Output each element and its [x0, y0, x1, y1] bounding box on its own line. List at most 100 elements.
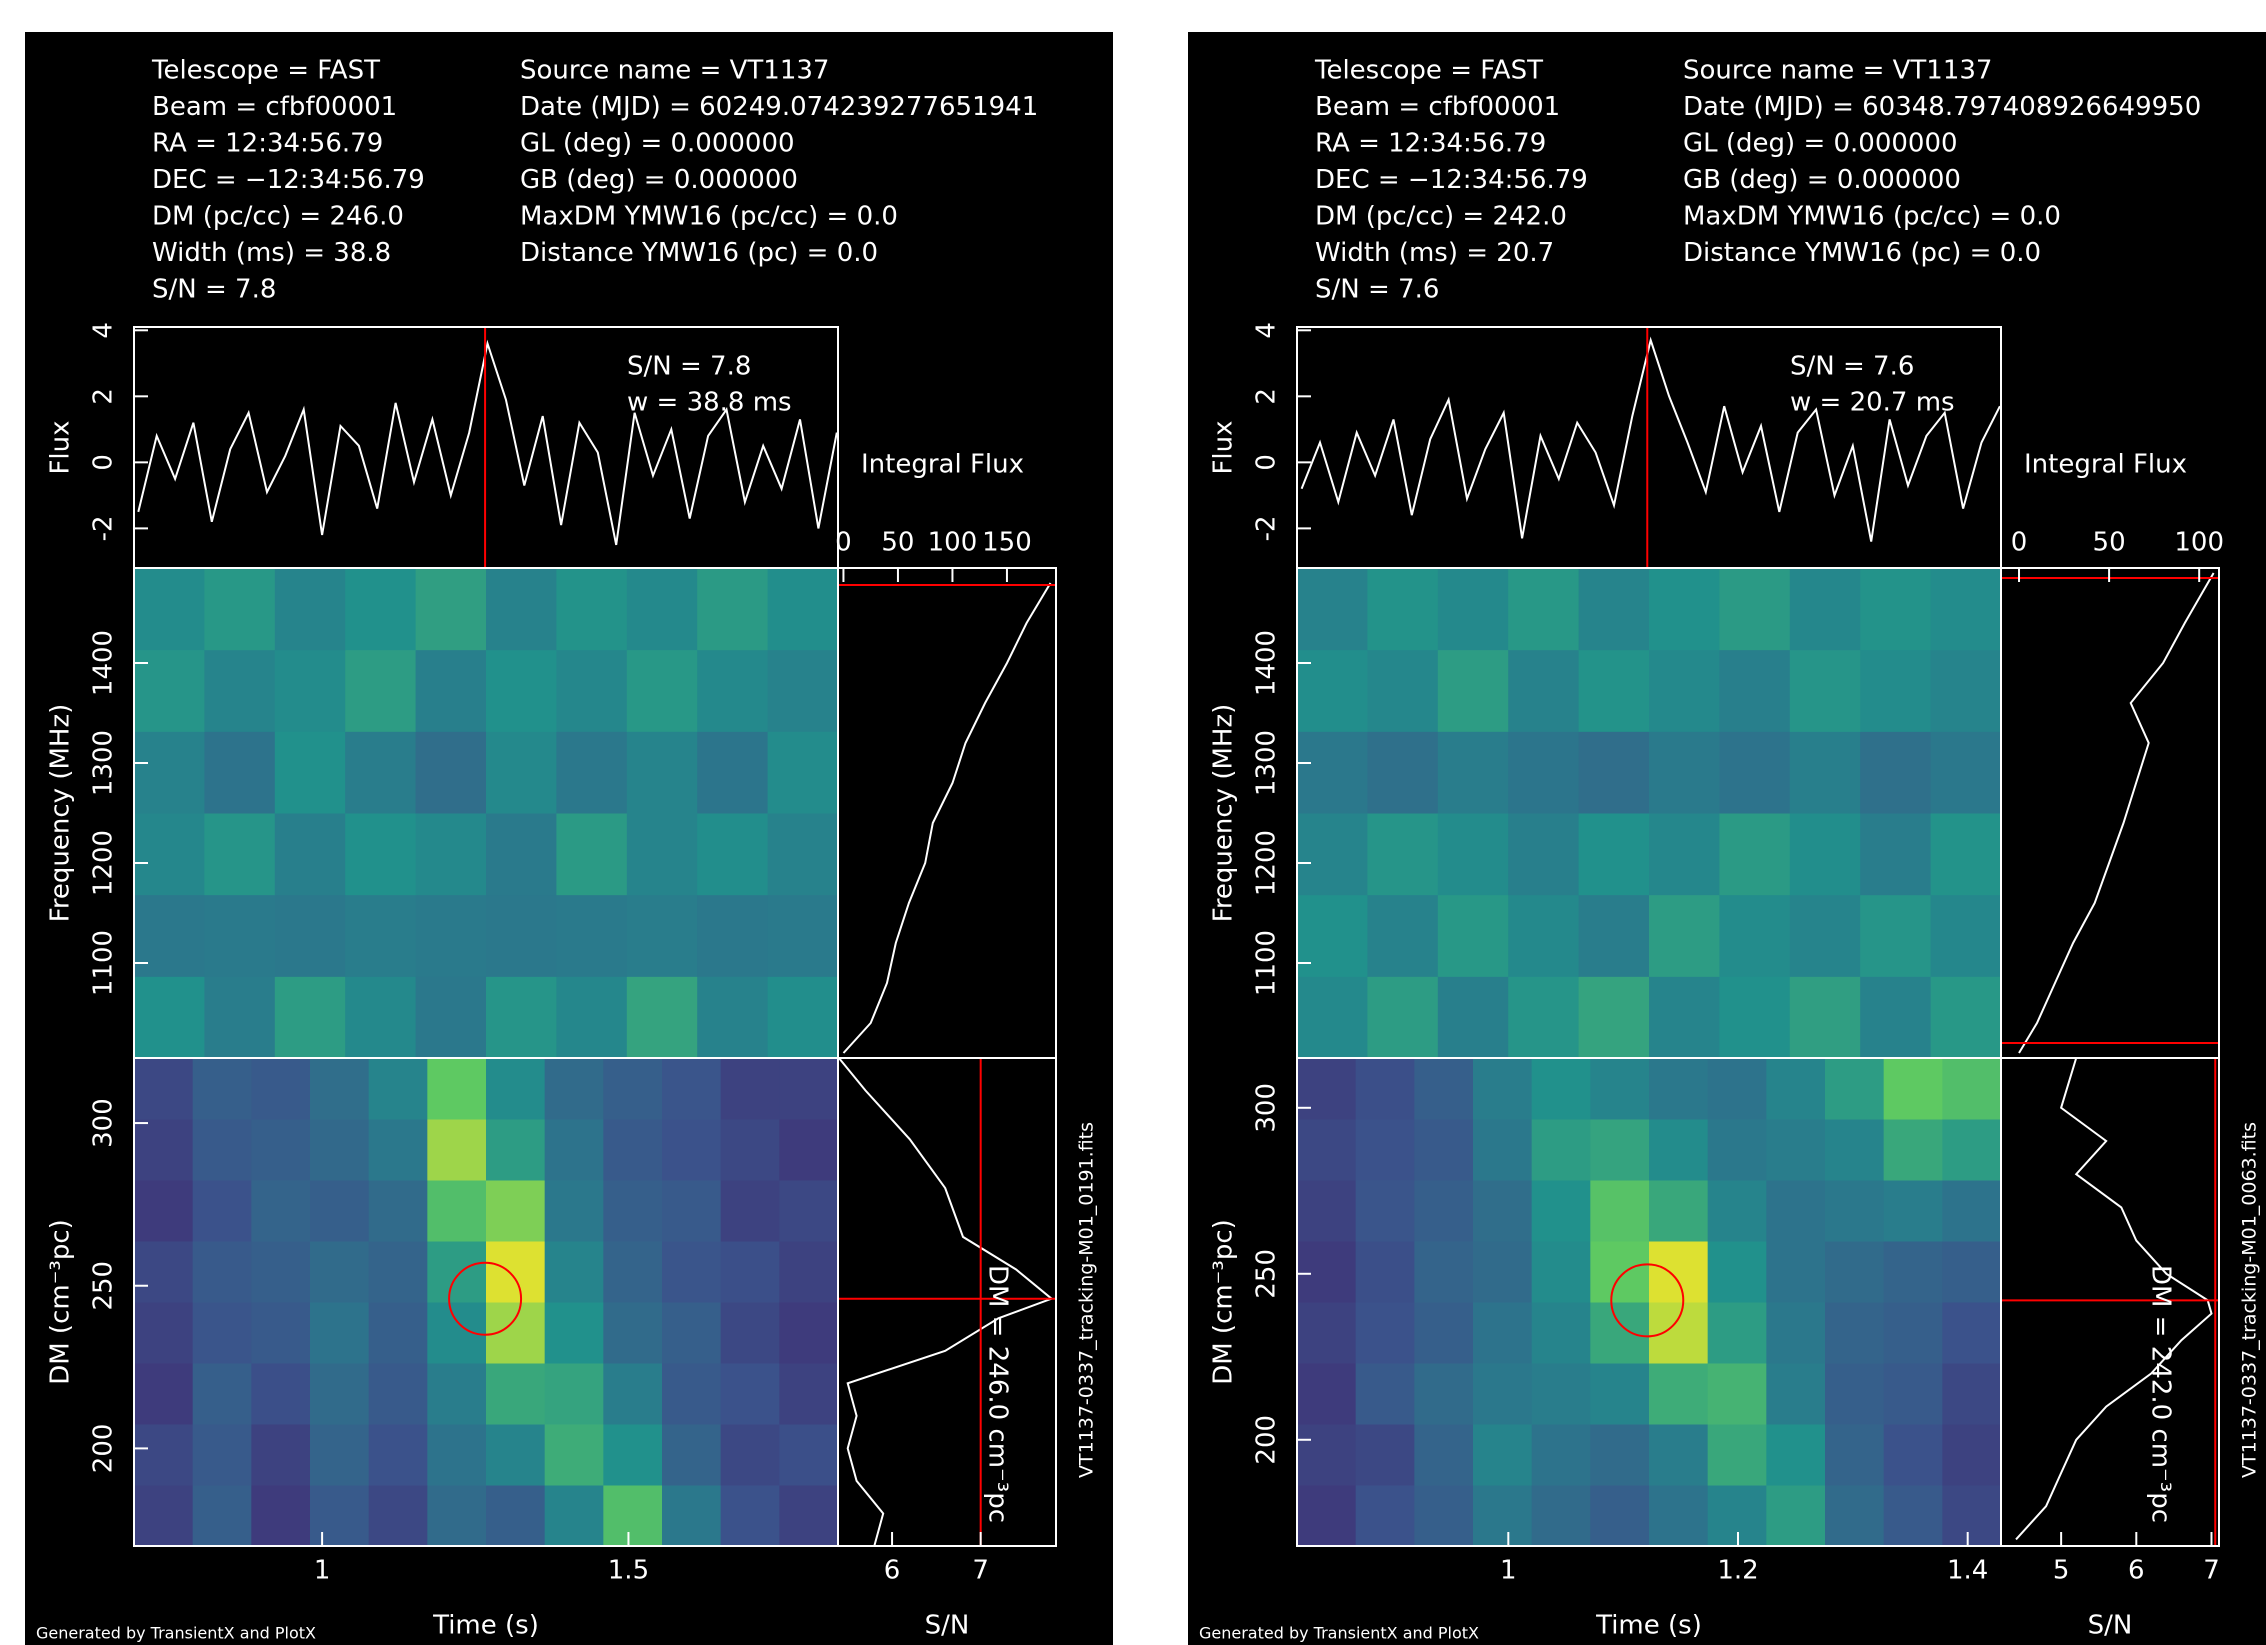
heatmap-cell [1355, 1058, 1415, 1120]
x-tick-label: 7 [972, 1556, 989, 1586]
y-tick-label: 1300 [89, 730, 119, 796]
heatmap-cell [779, 1485, 839, 1547]
heatmap-cell [1473, 1180, 1533, 1242]
x-tick-label: 1 [314, 1556, 331, 1586]
heatmap-cell [192, 1241, 252, 1303]
heatmap-cell [1414, 1058, 1474, 1120]
header-line: Telescope = FAST [151, 56, 380, 86]
y-tick-label: -2 [1252, 515, 1282, 541]
heatmap-cell [1825, 1119, 1885, 1181]
x-axis-label: S/N [925, 1611, 970, 1641]
header-line: GB (deg) = 0.000000 [1683, 165, 1961, 195]
heatmap-cell [1437, 731, 1509, 814]
heatmap-cell [1414, 1302, 1474, 1364]
heatmap-cell [767, 731, 839, 814]
heatmap-cell [1825, 1180, 1885, 1242]
heatmap-cell [1649, 568, 1720, 651]
heatmap-cell [368, 1363, 428, 1425]
heatmap-cell [486, 1241, 546, 1303]
heatmap-cell [662, 1241, 722, 1303]
heatmap-cell [1531, 1363, 1591, 1425]
heatmap-cell [274, 731, 346, 814]
heatmap-cell [1578, 568, 1650, 651]
y-tick-label: 4 [1252, 322, 1282, 339]
heatmap-cell [486, 568, 557, 651]
heatmap-cell [1649, 1424, 1709, 1486]
x-tick-label: 5 [2053, 1556, 2070, 1586]
header-line: DEC = −12:34:56.79 [1315, 165, 1588, 195]
header-line: Telescope = FAST [1314, 56, 1543, 86]
heatmap-cell [368, 1424, 428, 1486]
heatmap-cell [544, 1119, 604, 1181]
heatmap-cell [368, 1485, 428, 1547]
heatmap-cell [697, 976, 769, 1059]
heatmap-cell [603, 1119, 663, 1181]
heatmap-cell [1883, 1485, 1943, 1547]
heatmap-cell [1789, 976, 1861, 1059]
heatmap-cell [204, 894, 276, 977]
heatmap-cell [1355, 1424, 1415, 1486]
heatmap-cell [1590, 1058, 1650, 1120]
x-tick-label: 1 [1500, 1556, 1517, 1586]
heatmap-cell [720, 1424, 780, 1486]
heatmap-cell [779, 1119, 839, 1181]
dm-annotation: DM = 242.0 cm⁻³pc [2146, 1265, 2176, 1523]
heatmap-cell [1590, 1241, 1650, 1303]
heatmap-cell [1883, 1180, 1943, 1242]
heatmap-cell [1825, 1363, 1885, 1425]
heatmap-cell [1508, 649, 1580, 732]
heatmap-cell [1930, 568, 2002, 651]
heatmap-cell [1531, 1119, 1591, 1181]
heatmap-cell [1590, 1424, 1650, 1486]
heatmap-cell [1883, 1424, 1943, 1486]
heatmap-cell [1649, 976, 1720, 1059]
header-line: DM (pc/cc) = 246.0 [152, 202, 404, 232]
heatmap-cell [1473, 1241, 1533, 1303]
heatmap-cell [251, 1363, 311, 1425]
heatmap-cell [626, 894, 698, 977]
y-tick-label: 1100 [89, 930, 119, 996]
y-tick-label: 1100 [1252, 930, 1282, 996]
heatmap-cell [1789, 568, 1861, 651]
heatmap-cell [1473, 1119, 1533, 1181]
heatmap-cell [251, 1302, 311, 1364]
heatmap-cell [1789, 731, 1861, 814]
heatmap-cell [662, 1119, 722, 1181]
heatmap-cell [1531, 1485, 1591, 1547]
heatmap-cell [368, 1119, 428, 1181]
heatmap-cell [1942, 1424, 2002, 1486]
heatmap-cell [1531, 1058, 1591, 1120]
heatmap-cell [486, 813, 557, 896]
heatmap-cell [720, 1302, 780, 1364]
heatmap-cell [662, 1180, 722, 1242]
heatmap-cell [368, 1058, 428, 1120]
y-axis-label: Frequency (MHz) [1209, 704, 1239, 923]
heatmap-cell [767, 568, 839, 651]
heatmap-cell [1649, 1058, 1709, 1120]
heatmap-cell [415, 976, 487, 1059]
profile-line [838, 1057, 1054, 1547]
heatmap-cell [1707, 1119, 1767, 1181]
heatmap-cell [1508, 813, 1580, 896]
heatmap-cell [427, 1302, 487, 1364]
heatmap-cell [427, 1058, 487, 1120]
heatmap-cell [1367, 976, 1439, 1059]
heatmap-cell [1578, 813, 1650, 896]
header-line: Source name = VT1137 [520, 56, 829, 86]
heatmap-cell [486, 1119, 546, 1181]
heatmap-cell [1367, 731, 1439, 814]
x-axis-label: Integral Flux [2024, 450, 2187, 480]
heatmap-cell [1578, 731, 1650, 814]
header-line: Beam = cfbf00001 [1315, 92, 1560, 122]
heatmap-cell [1719, 894, 1791, 977]
heatmap-cell [1942, 1119, 2002, 1181]
annotation: S/N = 7.6 [1790, 352, 1914, 382]
heatmap-cell [1766, 1424, 1826, 1486]
header-line: DM (pc/cc) = 242.0 [1315, 202, 1567, 232]
header-line: RA = 12:34:56.79 [152, 129, 383, 159]
heatmap-cell [486, 1058, 546, 1120]
heatmap-cell [1860, 894, 1932, 977]
heatmap-cell [1707, 1058, 1767, 1120]
